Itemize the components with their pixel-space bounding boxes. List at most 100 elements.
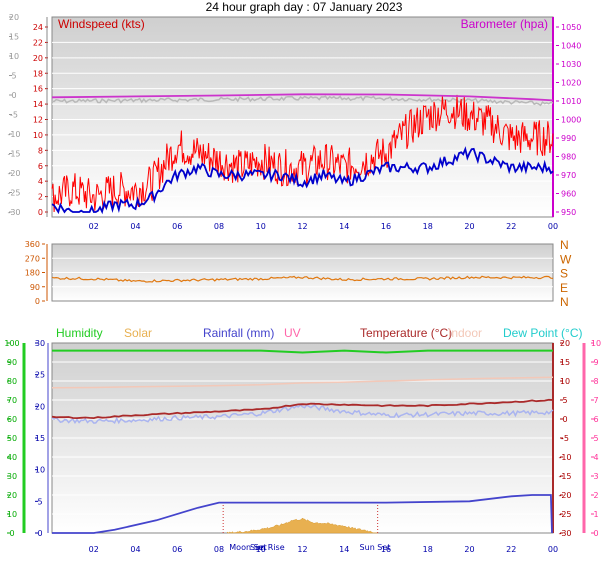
baro-tick: 980 <box>561 153 576 162</box>
temp-gridlines <box>52 361 553 515</box>
baro-tick: 990 <box>561 134 576 143</box>
humidity-tick: 0 <box>9 529 14 538</box>
outer-tick: -30 <box>7 208 20 217</box>
uv-tick: 4 <box>593 453 598 462</box>
baro-tick: 1040 <box>561 42 581 51</box>
chart-title: 24 hour graph day : 07 January 2023 <box>206 0 403 14</box>
barometer-label: Barometer (hpa) <box>461 17 548 31</box>
wind-tick: 6 <box>38 162 43 171</box>
wind-tick: 8 <box>38 146 43 155</box>
temp-tick: -30 <box>558 529 571 538</box>
x-tick-label: 20 <box>464 545 474 554</box>
outer-tick: 15 <box>9 33 19 42</box>
rain-tick: 0 <box>37 529 42 538</box>
x-tick-label: 12 <box>297 222 307 231</box>
baro-right-ticks: 1050 1040 1030 1020 1010 1000 990 980 970 960 950 <box>552 17 581 217</box>
temp-ticks: 20 15 10 5 0 -5 -10 -15 -20 -25 -30 <box>552 339 572 538</box>
x-tick-label: 16 <box>381 222 391 231</box>
humidity-line <box>52 349 553 354</box>
direction-tick: 180 <box>25 269 40 278</box>
indoor-line <box>51 376 554 389</box>
temp-series <box>51 349 554 534</box>
outer-tick: -10 <box>7 130 20 139</box>
direction-tick: 360 <box>25 240 40 249</box>
compass-label: S <box>560 267 568 281</box>
direction-gridlines <box>52 257 553 288</box>
temp-tick: -5 <box>561 434 569 443</box>
outer-tick: -25 <box>7 189 20 198</box>
x-tick-label: 18 <box>423 222 433 231</box>
outer-tick: -20 <box>7 169 20 178</box>
direction-tick: 90 <box>30 283 40 292</box>
wind-tick: 0 <box>38 208 43 217</box>
panel-temp-hum-rain: Humidity Solar Rainfall (mm) UV Temperature … <box>4 326 601 554</box>
rain-tick: 10 <box>35 466 45 475</box>
direction-tick: 0 <box>35 297 40 306</box>
uv-tick: 1 <box>593 510 598 519</box>
wind-avg-line <box>51 146 554 215</box>
temp-legend: Humidity Solar Rainfall (mm) UV Temperature … <box>56 326 582 340</box>
compass-label: N <box>560 295 569 309</box>
humidity-tick: 70 <box>7 396 17 405</box>
wind-tick: 4 <box>38 177 43 186</box>
temp-tick: 20 <box>560 339 570 348</box>
temp-x-ticks: 02 04 06 08 10 12 14 16 18 20 22 00 <box>89 545 558 554</box>
outer-tick: -15 <box>7 150 20 159</box>
x-tick-label: 20 <box>464 222 474 231</box>
baro-tick: 970 <box>561 171 576 180</box>
x-tick-label: 04 <box>130 222 140 231</box>
compass-label: N <box>560 238 569 252</box>
uv-tick: 2 <box>593 491 598 500</box>
x-tick-label: 08 <box>214 222 224 231</box>
rain-line <box>52 494 553 534</box>
outer-tick: -5 <box>10 111 18 120</box>
wind-tick: 2 <box>38 193 43 202</box>
uv-tick: 0 <box>593 529 598 538</box>
direction-left-ticks: 360 270 180 90 0 <box>25 240 48 306</box>
legend-4: Temperature (°C) <box>360 326 452 340</box>
baro-tick: 950 <box>561 208 576 217</box>
outer-tick: 0 <box>11 91 16 100</box>
wind-tick: 16 <box>33 85 43 94</box>
humidity-tick: 10 <box>7 510 17 519</box>
rain-tick: 25 <box>35 371 45 380</box>
baro-tick: 1010 <box>561 97 581 106</box>
rain-tick: 30 <box>35 339 45 348</box>
rain-tick: 5 <box>37 497 42 506</box>
legend-3: UV <box>284 326 301 340</box>
rain-tick: 20 <box>35 402 45 411</box>
sun-rise-label: Sun Rise <box>250 543 285 552</box>
wind-tick: 24 <box>33 23 43 32</box>
baro-tick: 1050 <box>561 23 581 32</box>
baro-tick: 960 <box>561 190 576 199</box>
x-tick-label: 14 <box>339 222 349 231</box>
compass-label: E <box>560 281 568 295</box>
outer-tick: 10 <box>9 52 19 61</box>
wind-tick: 14 <box>33 100 43 109</box>
direction-tick: 270 <box>25 254 40 263</box>
direction-line <box>51 275 554 283</box>
outer-tick: 20 <box>9 13 19 22</box>
wind-gust-line <box>51 94 554 213</box>
wind-tick: 22 <box>33 38 43 47</box>
legend-2: Rainfall (mm) <box>203 326 274 340</box>
dewpoint-line <box>51 403 554 425</box>
x-tick-label: 08 <box>214 545 224 554</box>
temp-tick: -15 <box>558 472 571 481</box>
panel-wind-baro: Windspeed (kts) Barometer (hpa) 20151050… <box>7 13 581 231</box>
uv-tick: 6 <box>593 415 598 424</box>
x-tick-label: 02 <box>89 222 99 231</box>
temp-tick: -10 <box>558 453 571 462</box>
temperature-line <box>51 398 554 420</box>
temp-tick: -20 <box>558 491 571 500</box>
wind-tick: 18 <box>33 69 43 78</box>
outer-tick: 5 <box>11 72 16 81</box>
humidity-tick: 90 <box>7 358 17 367</box>
rain-tick: 15 <box>35 434 45 443</box>
humidity-tick: 100 <box>4 339 19 348</box>
x-tick-label: 00 <box>548 222 558 231</box>
x-tick-label: 10 <box>256 545 266 554</box>
